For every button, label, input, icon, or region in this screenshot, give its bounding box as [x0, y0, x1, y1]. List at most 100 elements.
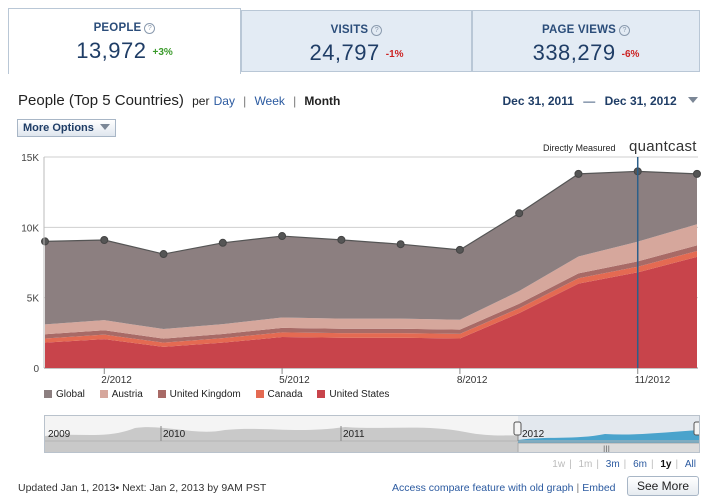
embed-link[interactable]: Embed [582, 482, 616, 494]
x-tick-label: 2/2012 [101, 375, 132, 386]
data-point [396, 240, 405, 249]
tab-label: VISITS [330, 24, 369, 36]
date-dash: — [583, 94, 596, 108]
tab-people[interactable]: PEOPLE? 13,972 +3% [8, 8, 241, 74]
per-label: per [192, 94, 210, 108]
update-status: Updated Jan 1, 2013• Next: Jan 2, 2013 b… [18, 482, 267, 494]
data-point [693, 169, 701, 178]
series-area-united-kingdom [45, 245, 697, 343]
chart-title: People (Top 5 Countries) [18, 92, 184, 109]
more-options-label: More Options [23, 122, 94, 134]
legend-label: Global [56, 389, 85, 400]
separator: | [576, 482, 580, 494]
separator: | [569, 459, 572, 470]
x-tick-label: 8/2012 [457, 375, 488, 386]
zoom-1w[interactable]: 1w [552, 459, 566, 470]
legend-swatch [317, 390, 326, 398]
chart-header: People (Top 5 Countries) per Day | Week … [18, 92, 340, 109]
separator: | [623, 459, 627, 470]
tab-label: PAGE VIEWS [542, 24, 616, 36]
granularity-month[interactable]: Month [304, 94, 341, 108]
legend-austria[interactable]: Austria [99, 389, 143, 400]
y-tick-label: 10K [21, 223, 39, 234]
data-point [337, 235, 346, 244]
data-point [278, 232, 287, 241]
zoom-1m[interactable]: 1m [578, 459, 593, 470]
navigator-right-handle[interactable] [693, 421, 700, 436]
people-area-chart: 0 5K 10K 15K 2/2012 5/2012 8/2012 11/2012 [21, 153, 701, 386]
chart-legend: Global Austria United Kingdom Canada Uni… [44, 389, 401, 400]
series-area-global [45, 171, 697, 330]
legend-label: Austria [111, 389, 143, 400]
compare-link[interactable]: Access compare feature with old graph [392, 482, 574, 494]
separator: | [650, 459, 654, 470]
data-point [41, 237, 49, 246]
navigator-left-handle[interactable] [513, 421, 522, 436]
y-tick-label: 15K [21, 153, 39, 164]
separator: | [596, 459, 599, 470]
legend-united-states[interactable]: United States [317, 389, 389, 400]
legend-label: Canada [267, 389, 303, 400]
legend-swatch [99, 390, 108, 398]
metric-change: -6% [621, 49, 640, 60]
zoom-all[interactable]: All [684, 459, 696, 470]
separator: | [293, 94, 297, 108]
metric-change: -1% [385, 49, 404, 60]
legend-united-kingdom[interactable]: United Kingdom [157, 389, 241, 400]
navigator-label-2009: 2009 [48, 429, 71, 440]
y-tick-label: 5K [27, 294, 40, 305]
more-options-button[interactable]: More Options [17, 119, 116, 137]
legend-label: United Kingdom [169, 389, 241, 400]
x-tick-label: 11/2012 [635, 375, 671, 386]
navigator-history-area [45, 427, 518, 452]
navigator-scrollbar[interactable] [517, 442, 700, 453]
help-icon[interactable]: ? [371, 25, 383, 36]
legend-swatch [44, 390, 52, 398]
help-icon[interactable]: ? [619, 25, 630, 36]
zoom-3m[interactable]: 3m [605, 459, 620, 470]
series-area-united-states [45, 256, 697, 368]
date-range-selector[interactable]: Dec 31, 2011 — Dec 31, 2012 [502, 94, 698, 108]
metric-change: +3% [152, 47, 173, 58]
separator: | [675, 459, 679, 470]
granularity-week[interactable]: Week [254, 94, 285, 108]
legend-global[interactable]: Global [44, 389, 85, 400]
navigator-label-2010: 2010 [163, 429, 186, 440]
metric-value: 338,279 [532, 40, 616, 65]
scrollbar-grip-icon: ||| [603, 444, 610, 453]
x-tick-label: 5/2012 [279, 375, 310, 386]
legend-swatch [157, 390, 166, 398]
tab-page-views[interactable]: PAGE VIEWS? 338,279 -6% [472, 10, 700, 72]
navigator-graphic: 2009 2010 2011 2012 ||| [45, 416, 700, 453]
tab-label: PEOPLE [93, 22, 142, 34]
quantcast-logo: quantcast [629, 138, 697, 155]
y-tick-label: 0 [33, 364, 39, 375]
chevron-down-icon [99, 124, 110, 130]
data-point [574, 169, 583, 178]
data-point [455, 245, 464, 254]
granularity-day[interactable]: Day [213, 94, 235, 108]
navigator-label-2011: 2011 [343, 429, 365, 440]
zoom-6m[interactable]: 6m [633, 459, 647, 470]
legend-swatch [255, 390, 264, 398]
metric-value: 24,797 [309, 40, 380, 65]
zoom-controls: 1w | 1m | 3m | 6m | 1y | All [550, 459, 698, 470]
legend-canada[interactable]: Canada [255, 389, 303, 400]
data-point [159, 250, 168, 259]
directly-measured-label: Directly Measured [543, 143, 616, 153]
data-point [218, 238, 227, 247]
date-start: Dec 31, 2011 [502, 94, 574, 108]
navigator-label-2012: 2012 [522, 429, 545, 440]
zoom-1y[interactable]: 1y [660, 459, 672, 470]
chevron-down-icon [688, 97, 698, 103]
series-area-austria [45, 224, 697, 339]
separator: | [243, 94, 247, 108]
tab-visits[interactable]: VISITS? 24,797 -1% [241, 10, 472, 72]
legend-label: United States [329, 389, 390, 400]
see-more-button[interactable]: See More [627, 476, 700, 496]
metric-value: 13,972 [76, 38, 147, 63]
data-point [100, 235, 109, 244]
date-end: Dec 31, 2012 [604, 94, 677, 108]
help-icon[interactable]: ? [144, 23, 156, 34]
time-navigator[interactable]: 2009 2010 2011 2012 ||| [44, 415, 700, 453]
